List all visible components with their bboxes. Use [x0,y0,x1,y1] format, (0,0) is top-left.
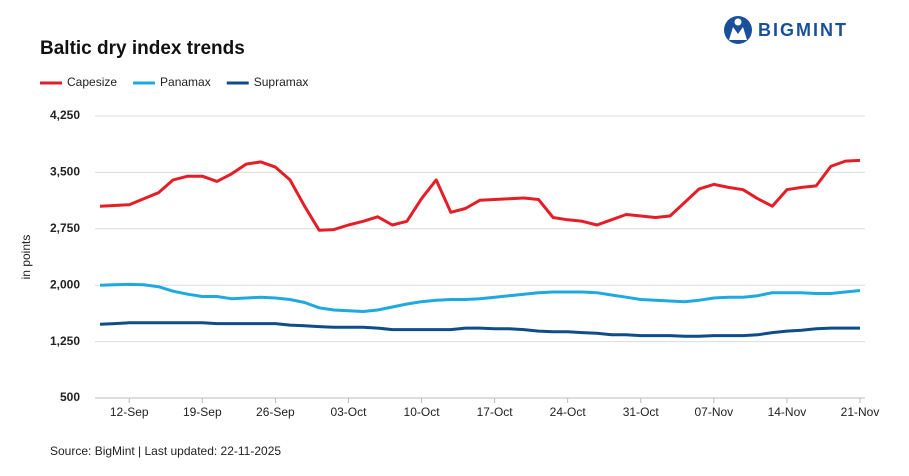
x-tick-label: 03-Oct [330,405,367,419]
legend-item: Capesize [40,75,117,89]
x-tick-label: 21-Nov [841,405,880,419]
x-tick-label: 24-Oct [550,405,587,419]
x-tick-label: 19-Sep [183,405,222,419]
x-tick-label: 07-Nov [695,405,734,419]
y-tick-label: 4,250 [50,108,80,122]
logo-text: BIGMINT [758,20,848,40]
series-line [99,158,861,232]
logo-icon-head [734,18,742,26]
y-tick-label: 500 [60,390,80,404]
series-line [99,282,861,313]
x-tick-label: 12-Sep [110,405,149,419]
logo: BIGMINT [724,16,848,44]
source-note: Source: BigMint | Last updated: 22-11-20… [50,444,281,458]
chart-title: Baltic dry index trends [40,38,245,59]
legend-item: Panamax [133,75,211,89]
x-tick-label: 17-Oct [477,405,514,419]
y-tick-label: 2,000 [50,277,80,291]
y-tick-label: 1,250 [50,334,80,348]
x-tick-label: 26-Sep [256,405,295,419]
logo-icon-body [729,27,747,40]
legend-label: Capesize [67,75,117,89]
legend-label: Supramax [254,75,309,89]
x-tick-label: 14-Nov [768,405,807,419]
x-tick-label: 31-Oct [623,405,660,419]
legend-item: Supramax [226,75,309,89]
y-tick-label: 3,500 [50,165,80,179]
y-tick-label: 2,750 [50,221,80,235]
legend-label: Panamax [160,75,211,89]
series-line [99,321,860,338]
y-axis-title: in points [19,235,33,280]
x-tick-label: 10-Oct [404,405,441,419]
